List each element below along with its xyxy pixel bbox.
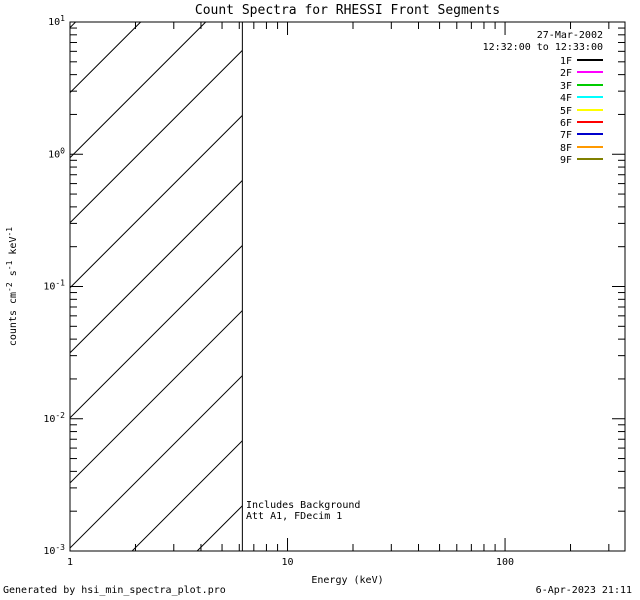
y-tick-label: 10-3 [43, 543, 65, 557]
legend-entry-line [577, 121, 603, 124]
legend-entry-label: 1F [559, 56, 572, 67]
annotation-attenuator: Att A1, FDecim 1 [246, 510, 343, 522]
legend-entry: 2F [483, 68, 603, 80]
legend-entry-line [577, 158, 603, 161]
legend-entry-label: 6F [559, 118, 572, 130]
legend: 27-Mar-2002 12:32:00 to 12:33:00 1F 2F 3F 4… [483, 30, 603, 168]
legend-entry-label: 3F [559, 80, 572, 92]
legend-entry-label: 4F [559, 93, 572, 105]
chart-title: Count Spectra for RHESSI Front Segments [194, 3, 501, 18]
x-axis-label: Energy (keV) [311, 575, 383, 586]
y-axis-label: counts cm-2 s-1 keV-1 [5, 227, 19, 346]
plot-annotation: Includes Background Att A1, FDecim 1 [246, 500, 361, 522]
legend-entry-line [577, 145, 603, 148]
legend-entry-line [577, 83, 603, 86]
legend-date: 27-Mar-2002 [536, 30, 603, 41]
y-tick-label: 10-1 [43, 279, 65, 293]
axis-ticks [69, 21, 625, 552]
legend-entry-label: 7F [559, 130, 572, 142]
legend-entry: 3F [483, 81, 603, 93]
legend-entry: 9F [483, 155, 603, 167]
legend-entry-line [577, 108, 603, 111]
legend-entry: 6F [483, 118, 603, 130]
x-tick-label: 10 [281, 557, 293, 568]
hatched-region [70, 22, 243, 551]
legend-entry-line [577, 59, 603, 61]
legend-entry-line [577, 133, 603, 136]
y-tick-label: 10-2 [43, 411, 65, 425]
legend-entry: 4F [483, 93, 603, 105]
annotation-background: Includes Background [246, 500, 361, 511]
legend-entry-label: 5F [559, 105, 572, 117]
y-tick-label: 101 [48, 14, 65, 28]
legend-entries: 1F 2F 3F 4F 5F 6F 7F 8F 9F [483, 56, 603, 168]
legend-entry: 7F [483, 130, 603, 142]
footer-generator: Generated by hsi_min_spectra_plot.pro [3, 585, 226, 596]
x-tick-label: 1 [67, 557, 73, 568]
legend-entry: 1F [483, 56, 603, 68]
legend-entry-label: 8F [559, 142, 572, 154]
legend-entry-line [577, 96, 603, 99]
legend-entry: 5F [483, 106, 603, 118]
x-tick-label: 100 [496, 557, 514, 568]
legend-time-range: 12:32:00 to 12:33:00 [482, 42, 603, 53]
legend-entry: 8F [483, 143, 603, 155]
y-tick-label: 100 [48, 146, 65, 160]
legend-entry-label: 2F [559, 68, 572, 80]
legend-entry-line [577, 71, 603, 74]
footer-timestamp: 6-Apr-2023 21:11 [535, 585, 632, 596]
legend-entry-label: 9F [559, 155, 572, 167]
